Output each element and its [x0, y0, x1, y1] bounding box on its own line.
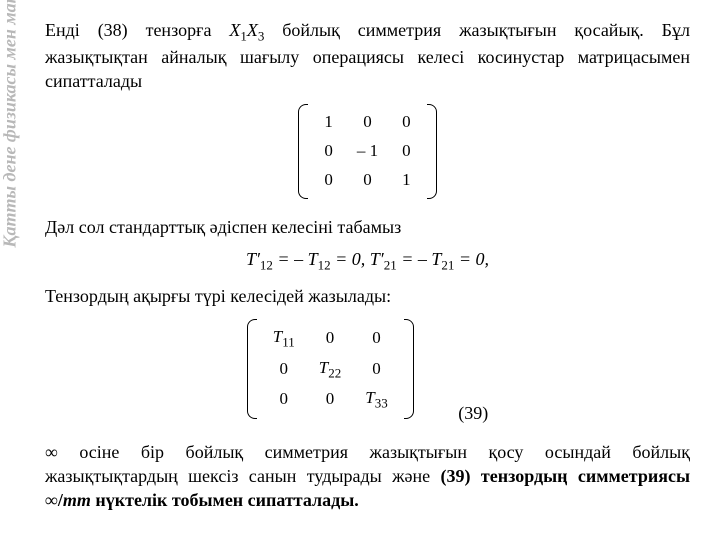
para1-var2: X — [247, 20, 258, 40]
m2-zero: 0 — [326, 389, 335, 408]
para4-bold-italic: mm — [63, 490, 91, 510]
m2-sub: 33 — [375, 396, 388, 411]
matrix-1-block: 1 0 0 0 – 1 0 0 0 1 — [45, 104, 690, 205]
m2-cell: T11 — [261, 323, 307, 354]
m1-cell: 1 — [390, 166, 423, 195]
eq-comma: , — [361, 249, 370, 269]
m2-zero: 0 — [372, 328, 381, 347]
m2-sub: 22 — [328, 365, 341, 380]
para4-bold2: нүктелік тобымен сипатталады. — [91, 490, 359, 510]
eq-zero1: = 0 — [331, 249, 361, 269]
eq-eq1: = — [273, 249, 294, 269]
paragraph-3: Тензордың ақырғы түрі келесідей жазылады… — [45, 284, 690, 308]
m2-cell: 0 — [307, 323, 353, 354]
m2-cell: 0 — [353, 354, 399, 385]
matrix-paren-right-icon — [404, 319, 414, 420]
m1-cell: 0 — [390, 137, 423, 166]
eq-T3: T — [370, 249, 380, 269]
eq-sub12b: 12 — [318, 258, 331, 273]
matrix-2-table: T11 0 0 0 T22 0 0 0 T33 — [261, 323, 400, 416]
eq-T2: T — [308, 249, 318, 269]
paragraph-2: Дәл сол стандарттық әдіспен келесіні таб… — [45, 215, 690, 239]
eq-minus2: – — [418, 249, 432, 269]
main-content: Енді (38) тензорға X1X3 бойлық симметрия… — [45, 18, 690, 521]
m1-cell: 0 — [312, 166, 345, 195]
m2-zero: 0 — [280, 359, 289, 378]
matrix-1: 1 0 0 0 – 1 0 0 0 1 — [298, 104, 436, 199]
m2-var: T — [319, 358, 328, 377]
m1-cell: 0 — [345, 166, 390, 195]
matrix-2-block: T11 0 0 0 T22 0 0 0 T33 (39) — [45, 319, 690, 426]
m2-sub: 11 — [282, 334, 295, 349]
matrix-paren-right-icon — [427, 104, 437, 199]
m2-var: T — [365, 388, 374, 407]
para1-prefix: Енді (38) тензорға — [45, 20, 229, 40]
matrix-paren-left-icon — [298, 104, 308, 199]
equation-line: T′12 = – T12 = 0, T′21 = – T21 = 0, — [45, 247, 690, 274]
eq-zero2: = 0 — [454, 249, 484, 269]
eq-minus1: – — [294, 249, 308, 269]
m1-cell: 0 — [312, 137, 345, 166]
matrix-2: T11 0 0 0 T22 0 0 0 T33 — [247, 319, 414, 420]
m1-cell: – 1 — [345, 137, 390, 166]
paragraph-4: ∞ осіне бір бойлық симметрия жазықтығын … — [45, 440, 690, 513]
m2-cell: T33 — [353, 384, 399, 415]
para1-var1: X — [229, 20, 240, 40]
matrix-paren-left-icon — [247, 319, 257, 420]
eq-sub12a: 12 — [260, 258, 273, 273]
m2-var: T — [273, 327, 282, 346]
paragraph-1: Енді (38) тензорға X1X3 бойлық симметрия… — [45, 18, 690, 94]
m2-cell: 0 — [307, 384, 353, 415]
matrix-1-table: 1 0 0 0 – 1 0 0 0 1 — [312, 108, 422, 195]
eq-T1: T — [246, 249, 256, 269]
m1-cell: 1 — [312, 108, 345, 137]
m2-cell: 0 — [261, 384, 307, 415]
m2-cell: 0 — [261, 354, 307, 385]
equation-number-39: (39) — [458, 401, 488, 425]
eq-eq2: = — [397, 249, 418, 269]
m2-cell: 0 — [353, 323, 399, 354]
m2-cell: T22 — [307, 354, 353, 385]
eq-comma2: , — [485, 249, 490, 269]
eq-T4: T — [431, 249, 441, 269]
m1-cell: 0 — [345, 108, 390, 137]
m1-cell: 0 — [390, 108, 423, 137]
m2-zero: 0 — [372, 359, 381, 378]
sidebar-vertical-text: Қатты дене физикасы мен материалтану каф… — [0, 0, 21, 281]
m2-zero: 0 — [326, 328, 335, 347]
eq-sub21a: 21 — [384, 258, 397, 273]
m2-zero: 0 — [280, 389, 289, 408]
eq-sub21b: 21 — [441, 258, 454, 273]
